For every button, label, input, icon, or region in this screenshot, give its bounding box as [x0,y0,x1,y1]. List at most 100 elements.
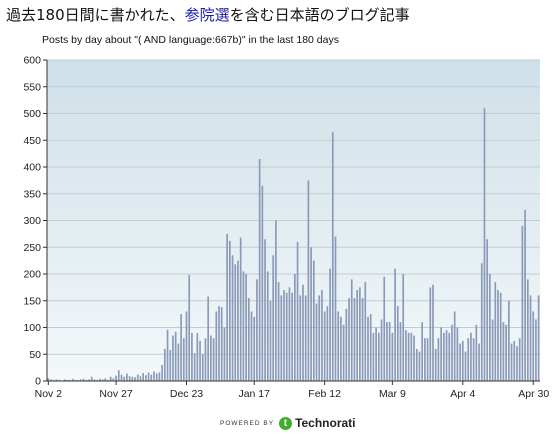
data-bar [494,282,497,381]
data-bar [399,322,402,381]
y-tick-label: 250 [23,242,41,254]
data-bar [269,300,272,381]
data-bar [386,322,388,381]
data-bar [220,307,223,381]
data-bar [464,351,467,381]
technorati-logo-icon: t [279,416,293,430]
y-tick-label: 100 [23,322,41,334]
data-bar [237,260,239,382]
title-prefix: 過去180日間に書かれた、 [6,6,185,24]
data-bar [258,158,261,381]
data-bar [329,268,331,381]
data-bar [396,306,399,381]
data-bar [145,375,147,381]
data-bar [345,308,348,381]
data-bar [526,279,529,381]
data-bar [161,364,163,381]
data-bar [342,324,345,381]
data-bar [96,379,98,381]
data-bar [250,311,253,381]
data-bar [226,233,228,382]
data-bar [516,346,518,381]
y-tick-label: 50 [29,349,41,361]
data-bar [136,374,139,381]
data-bar [199,340,201,382]
data-bar [318,295,321,381]
data-bar [218,306,220,381]
data-bar [169,349,172,381]
data-bar [361,298,364,381]
data-bar [326,306,329,381]
data-bar [432,284,434,381]
data-bar [172,335,174,381]
x-tick-label: Apr 30 [518,388,549,400]
technorati-brand: Technorati [295,416,356,430]
data-bar [180,314,182,382]
data-bar [288,287,291,382]
y-tick-label: 350 [23,188,41,200]
data-bar [272,255,275,381]
data-bar [359,287,361,382]
data-bar [126,373,128,381]
data-bar [415,348,418,381]
data-bar [448,332,451,381]
data-bar [239,237,242,381]
y-tick-label: 600 [23,55,41,67]
data-bar [155,373,158,381]
data-bar [191,332,193,381]
data-bar [101,379,104,381]
data-bar [234,264,237,381]
data-bar [88,379,90,381]
data-bar [483,108,486,382]
data-bar [128,376,131,381]
data-bar [529,295,532,381]
data-bar [413,335,415,381]
data-bar [421,322,424,381]
data-bar [112,378,115,381]
data-bar [310,247,312,381]
data-bar [204,338,207,381]
bars [47,108,540,382]
data-bar [63,379,66,381]
data-bar [470,332,472,381]
data-bar [478,343,480,381]
x-tick-label: Apr 4 [450,388,475,400]
data-bar [85,379,88,381]
x-tick-label: Jan 17 [238,388,270,400]
data-bar [66,379,69,381]
data-bar [131,376,134,381]
data-bar [294,274,296,381]
data-bar [456,327,459,381]
data-bar [375,327,377,381]
data-bar [489,274,491,381]
data-bar [82,378,85,381]
data-bar [537,295,540,381]
page-title: 過去180日間に書かれた、参院選を含む日本語のブログ記事 [6,4,410,25]
y-tick-label: 150 [23,295,41,307]
data-bar [58,379,61,381]
x-tick-label: Dec 23 [170,388,203,400]
data-bar [185,311,188,381]
data-bar [229,240,231,381]
y-tick-label: 300 [23,215,41,227]
data-bar [323,311,326,381]
data-bar [499,292,502,381]
data-bar [377,332,380,381]
technorati-footer[interactable]: POWERED BY t Technorati [220,413,356,433]
data-bar [210,335,212,381]
data-bar [372,332,375,381]
data-bar [391,332,394,381]
data-bar [467,338,470,381]
x-tick-label: Nov 2 [35,388,63,400]
data-bar [304,295,307,381]
data-bar [353,298,356,381]
data-bar [315,303,318,381]
data-bar [52,379,55,381]
data-bar [163,348,166,381]
data-bar [253,316,256,381]
data-bar [337,311,340,381]
grid-lines [47,59,540,355]
data-bar [437,338,440,381]
title-query[interactable]: 参院選 [184,6,230,24]
data-bar [380,319,383,381]
